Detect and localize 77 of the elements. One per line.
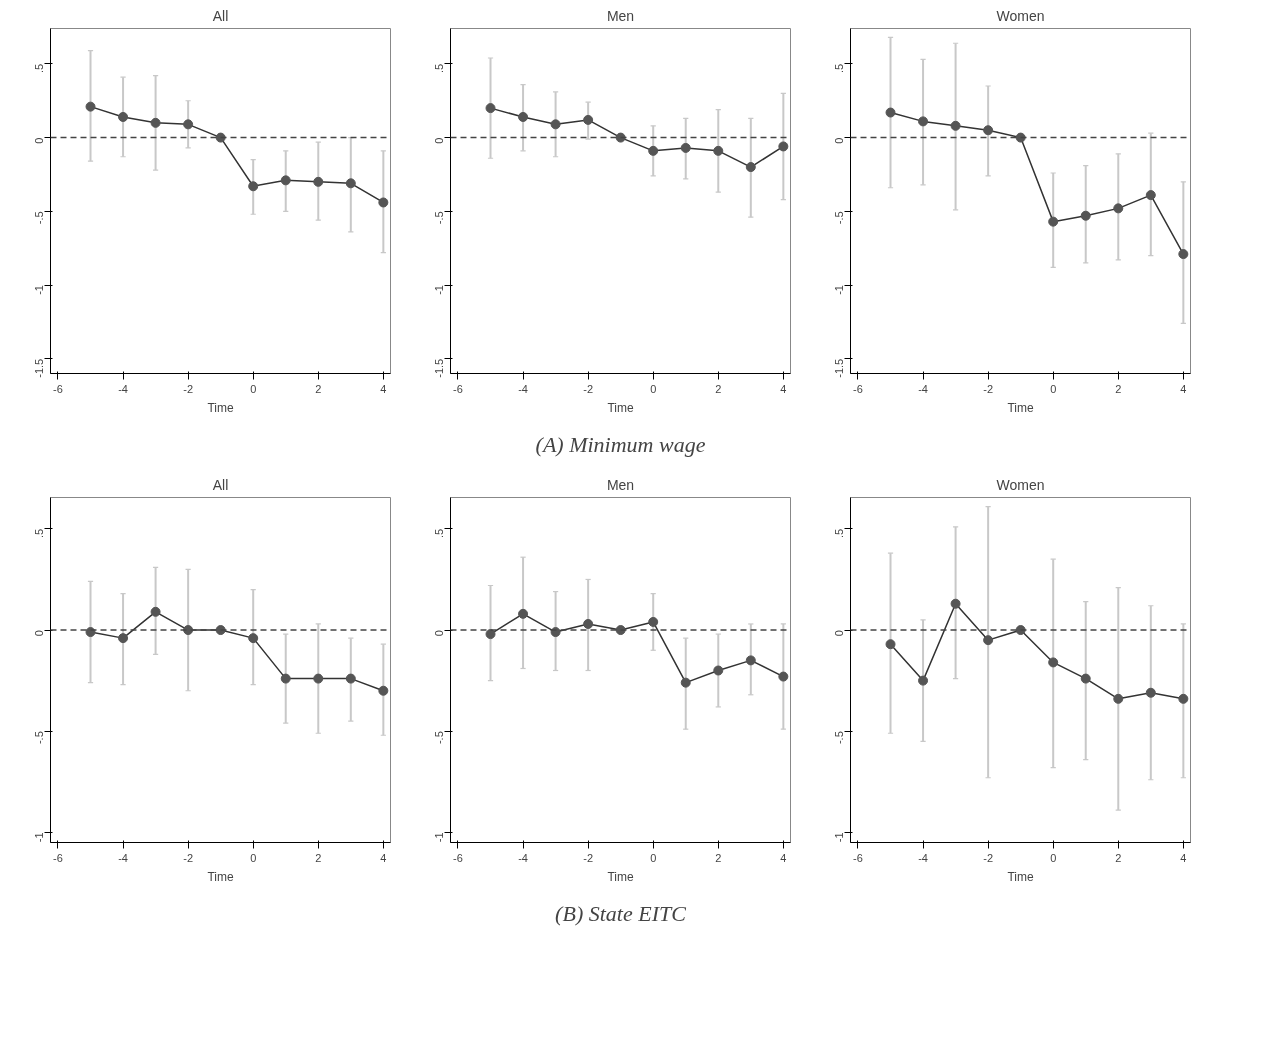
y-tick-label: .5 [33,528,46,539]
x-tick-label: -4 [518,382,528,395]
x-axis-title: Time [1007,400,1034,415]
y-tick-label: -1.5 [433,358,446,378]
y-tick-label: -1.5 [833,358,846,378]
x-tick-label: -2 [183,851,194,864]
y-tick-label: 0 [33,137,46,144]
x-tick-label: -6 [853,851,863,864]
x-tick-label: 0 [250,382,257,395]
x-tick-label: -4 [518,851,528,864]
x-tick-label: 0 [650,382,657,395]
x-tick-label: 0 [1050,382,1057,395]
x-axis-title: Time [607,869,634,884]
x-tick-label: -4 [118,851,128,864]
x-tick-label: -6 [53,382,63,395]
chart-title: Women [996,476,1045,493]
y-tick-label: -1.5 [33,358,46,378]
x-tick-label: -2 [583,382,594,395]
y-tick-label: -1 [433,832,446,843]
y-tick-label: .5 [833,63,846,74]
y-tick-label: 0 [433,137,446,144]
x-tick-label: 4 [1180,851,1187,864]
x-tick-label: 2 [1115,382,1122,395]
x-tick-label: -2 [983,851,994,864]
y-tick-label: -1 [833,832,846,843]
x-tick-label: -6 [853,382,863,395]
x-tick-label: 4 [380,382,387,395]
x-tick-label: 0 [650,851,657,864]
y-tick-label: -1 [33,832,46,843]
chart-title: All [212,476,229,493]
x-axis-title: Time [207,869,234,884]
x-tick-label: -4 [918,851,928,864]
x-tick-label: 4 [1180,382,1187,395]
y-tick-label: -1 [433,285,446,295]
y-tick-label: 0 [833,137,846,144]
x-tick-label: 2 [715,382,722,395]
y-tick-label: -1 [833,285,846,295]
x-tick-label: 0 [250,851,257,864]
x-tick-label: 2 [715,851,722,864]
x-tick-label: -2 [583,851,594,864]
y-tick-label: -.5 [833,211,846,225]
y-tick-label: -.5 [833,731,846,745]
chart-title: Men [606,476,635,493]
x-tick-label: -4 [118,382,128,395]
y-tick-label: .5 [433,528,446,539]
chart-title: Women [996,7,1045,24]
x-tick-label: -6 [53,851,63,864]
y-tick-label: -.5 [433,731,446,745]
x-axis-title: Time [207,400,234,415]
x-tick-label: -6 [453,851,463,864]
text: (A) Minimum wage [535,432,706,457]
x-tick-label: 4 [380,851,387,864]
x-tick-label: -6 [453,382,463,395]
y-tick-label: -.5 [433,211,446,225]
x-tick-label: 2 [315,851,322,864]
y-tick-label: .5 [33,63,46,74]
x-tick-label: 2 [1115,851,1122,864]
x-tick-label: -4 [918,382,928,395]
y-tick-label: 0 [433,630,446,637]
y-tick-label: -.5 [33,731,46,745]
y-tick-label: 0 [33,630,46,637]
x-tick-label: 0 [1050,851,1057,864]
text: (B) State EITC [555,901,687,926]
chart-title: Men [606,7,635,24]
y-tick-label: .5 [833,528,846,539]
x-tick-label: -2 [183,382,194,395]
x-tick-label: -2 [983,382,994,395]
y-tick-label: -1 [33,285,46,295]
x-axis-title: Time [1007,869,1034,884]
x-tick-label: 4 [780,382,787,395]
x-tick-label: 4 [780,851,787,864]
x-axis-title: Time [607,400,634,415]
y-tick-label: -.5 [33,211,46,225]
y-tick-label: .5 [433,63,446,74]
x-tick-label: 2 [315,382,322,395]
chart-title: All [212,7,229,24]
y-tick-label: 0 [833,630,846,637]
